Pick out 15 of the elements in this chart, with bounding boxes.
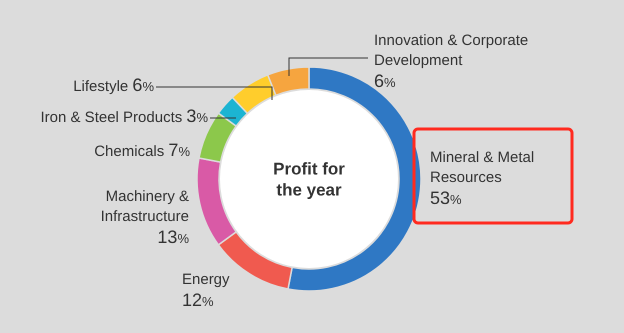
data-label: 7% xyxy=(168,140,190,160)
data-label: 6% xyxy=(132,75,154,95)
slice-label: Machinery & Infrastructure xyxy=(100,188,189,225)
data-label: 3% xyxy=(186,106,208,126)
data-label: 53% xyxy=(430,188,462,208)
slice-label: Chemicals xyxy=(94,143,164,160)
data-label: 6% xyxy=(374,71,396,91)
data-label: 13% xyxy=(157,227,190,247)
slice-label: Mineral & Metal Resources xyxy=(430,149,534,186)
slice-label: Innovation & Corporate Development xyxy=(374,32,528,69)
slice-label: Iron & Steel Products xyxy=(40,109,182,126)
slice-label: Lifestyle xyxy=(73,78,128,95)
slice-label: Energy xyxy=(182,271,230,288)
text: Profit for the year xyxy=(273,160,346,200)
data-label: 12% xyxy=(182,290,214,310)
